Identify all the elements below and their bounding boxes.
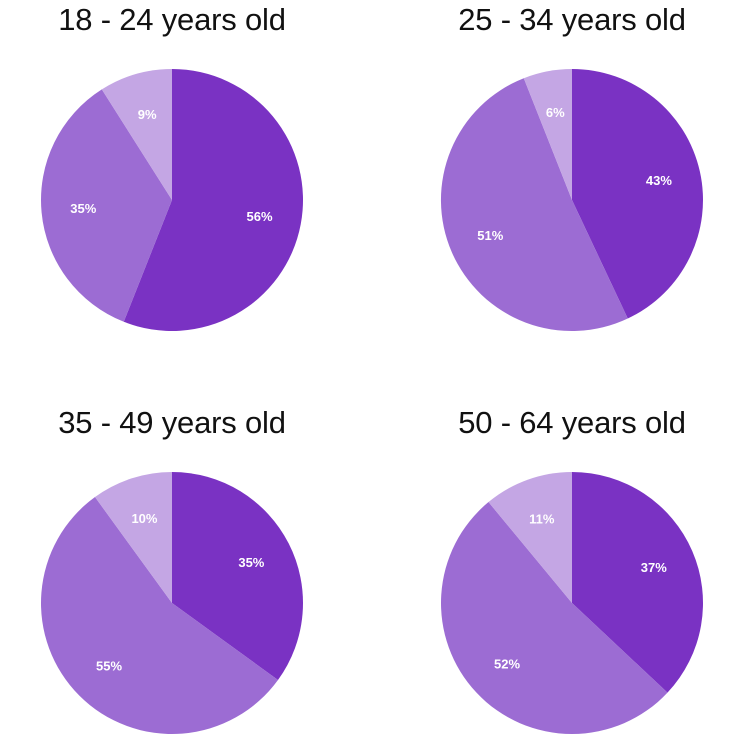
slice-label: 10% <box>131 511 157 526</box>
slice-label: 35% <box>238 555 264 570</box>
pie-slice <box>572 69 703 319</box>
pie-panel-25-34: 25 - 34 years old 43% 51% 6% <box>422 0 722 340</box>
pie-slice <box>523 69 572 200</box>
pie-panel-35-49: 35 - 49 years old 35% 55% 10% <box>22 403 322 743</box>
pie-chart: 56% 35% 9% <box>41 69 304 331</box>
slice-label: 35% <box>70 201 96 216</box>
slice-label: 55% <box>96 658 122 673</box>
pie-panel-50-64: 50 - 64 years old 37% 52% 11% <box>422 403 722 743</box>
pie-slice <box>488 472 572 603</box>
pie-slice <box>572 472 703 693</box>
slice-label: 6% <box>546 105 565 120</box>
slice-label: 9% <box>138 107 157 122</box>
slice-label: 11% <box>529 512 555 527</box>
slice-label: 51% <box>477 228 503 243</box>
pie-panel-18-24: 18 - 24 years old 56% 35% 9% <box>22 0 322 340</box>
chart-title: 35 - 49 years old <box>58 405 286 440</box>
pie-slice <box>101 69 172 200</box>
pie-slice <box>123 69 304 331</box>
slice-label: 52% <box>494 656 520 671</box>
pie-slice <box>41 89 172 322</box>
pie-slice <box>40 497 278 735</box>
chart-title: 18 - 24 years old <box>58 2 286 37</box>
slice-label: 56% <box>246 209 272 224</box>
slice-label: 43% <box>646 173 672 188</box>
pie-slice <box>95 472 172 603</box>
pie-slice <box>440 78 628 332</box>
chart-title: 50 - 64 years old <box>458 405 686 440</box>
slice-label: 37% <box>641 560 667 575</box>
pie-chart: 35% 55% 10% <box>40 472 303 735</box>
pie-slice <box>172 472 303 680</box>
pie-chart: 37% 52% 11% <box>440 472 703 734</box>
chart-title: 25 - 34 years old <box>458 2 686 37</box>
pie-chart: 43% 51% 6% <box>440 69 703 332</box>
pie-slice <box>440 502 668 734</box>
